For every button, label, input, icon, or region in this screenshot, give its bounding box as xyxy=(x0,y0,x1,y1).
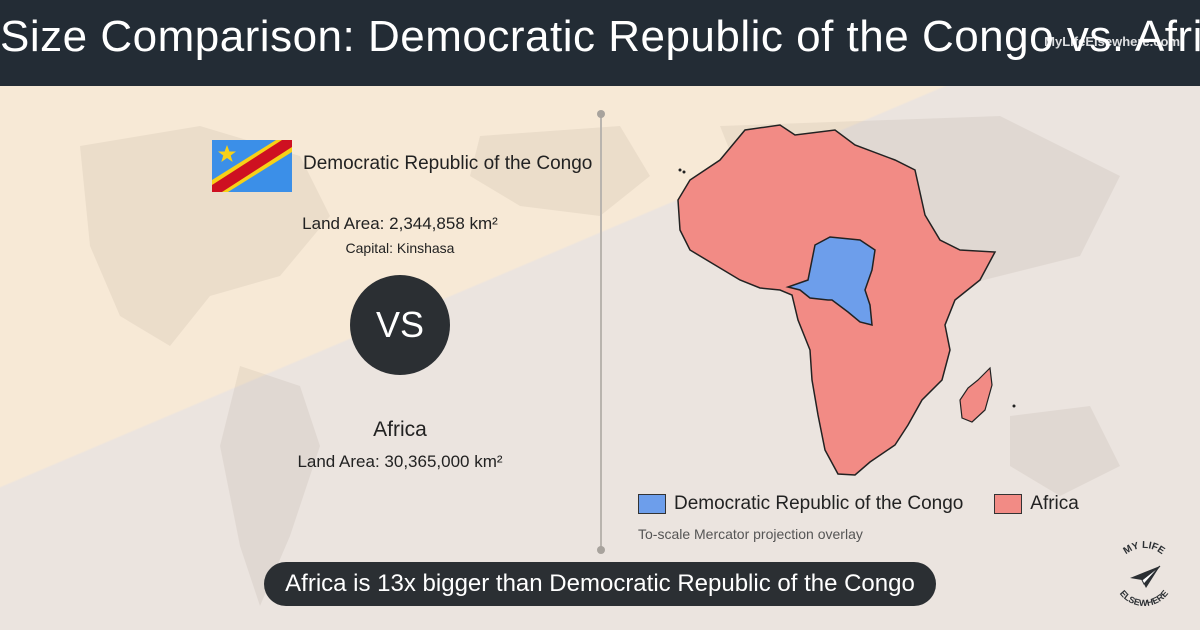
country1-capital: Capital: Kinshasa xyxy=(200,240,600,256)
drc-shape xyxy=(785,236,876,326)
country1-land-area: Land Area: 2,344,858 km² xyxy=(200,214,600,234)
legend-swatch-drc xyxy=(638,493,666,514)
map-legend: Democratic Republic of the Congo Africa xyxy=(638,493,1079,517)
africa-map xyxy=(677,124,1016,476)
divider-bottom-dot xyxy=(597,546,605,554)
svg-text:MY LIFE: MY LIFE xyxy=(1122,540,1167,557)
country1-name: Democratic Republic of the Congo xyxy=(303,153,593,174)
drc-flag-icon xyxy=(212,140,292,192)
capital-value: Kinshasa xyxy=(396,240,455,256)
paper-plane-icon xyxy=(1130,565,1161,588)
country2-name: Africa xyxy=(373,418,427,441)
divider-top-dot xyxy=(597,110,605,118)
legend-item-africa: Africa xyxy=(994,493,1079,515)
page-title: Size Comparison: Democratic Republic of … xyxy=(0,12,1200,61)
legend-swatch-africa xyxy=(994,493,1023,514)
logo-text-bottom: ELSEWHERE xyxy=(1118,588,1170,608)
land-area-value: 30,365,000 km² xyxy=(384,452,503,471)
vs-badge: VS xyxy=(350,275,450,375)
madagascar-shape xyxy=(959,366,993,423)
legend-item-drc: Democratic Republic of the Congo xyxy=(638,493,963,515)
land-area-label: Land Area: xyxy=(297,452,380,471)
country2-land-area: Land Area: 30,365,000 km² xyxy=(200,452,600,472)
summary-banner: Africa is 13x bigger than Democratic Rep… xyxy=(264,562,936,606)
land-area-label: Land Area: xyxy=(302,214,385,233)
land-area-value: 2,344,858 km² xyxy=(389,214,498,233)
svg-text:ELSEWHERE: ELSEWHERE xyxy=(1118,588,1170,608)
site-watermark: MyLifeElsewhere.com xyxy=(1044,34,1180,49)
logo-text-top: MY LIFE xyxy=(1122,540,1167,557)
header-bar: Size Comparison: Democratic Republic of … xyxy=(0,0,1200,86)
center-divider xyxy=(600,112,602,550)
projection-note: To-scale Mercator projection overlay xyxy=(638,526,863,542)
capital-label: Capital: xyxy=(345,240,393,256)
my-life-elsewhere-logo: MY LIFE ELSEWHERE xyxy=(1118,540,1170,608)
